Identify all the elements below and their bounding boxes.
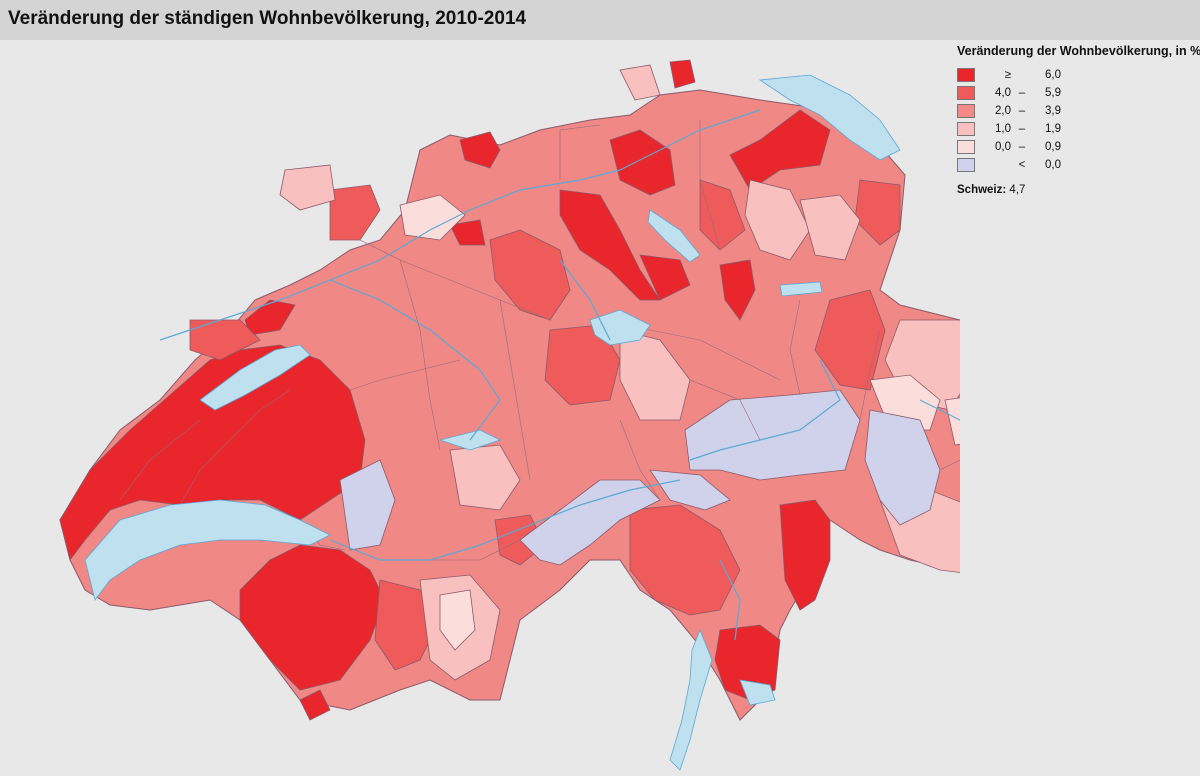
country-value: 4,7 [1009, 184, 1026, 196]
legend-lower: 2,0 [995, 105, 1011, 117]
lake-maggiore [669, 628, 713, 771]
legend-row: <0,0 [957, 156, 1192, 174]
legend: Veränderung der Wohnbevölkerung, in % ≥6… [957, 44, 1200, 196]
legend-separator: – [1018, 105, 1026, 117]
legend-row: 0,0– 0,9 [957, 138, 1192, 156]
river-rhone [329, 479, 681, 561]
legend-lower: 4,0 [995, 87, 1011, 99]
lake-neuchatel [199, 344, 311, 411]
river-ticino [719, 559, 741, 641]
legend-swatch [957, 140, 975, 154]
legend-upper: 1,9 [1045, 123, 1061, 135]
switzerland-map [59, 59, 960, 771]
legend-separator: – [1018, 123, 1026, 135]
legend-row: 2,0– 3,9 [957, 102, 1192, 120]
legend-lower: 0,0 [995, 141, 1011, 153]
legend-row: 1,0– 1,9 [957, 120, 1192, 138]
legend-separator: – [1018, 87, 1026, 99]
river-reuss [559, 259, 611, 341]
rivers [159, 109, 960, 641]
legend-swatch [957, 104, 975, 118]
country-average: Schweiz: 4,7 [957, 184, 1192, 196]
legend-row: ≥6,0 [957, 66, 1192, 84]
legend-row: 4,0– 5,9 [957, 84, 1192, 102]
river-rhine-high [159, 109, 761, 341]
legend-separator: – [1018, 141, 1026, 153]
legend-swatch [957, 122, 975, 136]
lake-constance [758, 74, 901, 161]
lake-walen [779, 281, 823, 297]
river-aare [329, 279, 501, 441]
river-inn [919, 399, 960, 421]
country-label: Schweiz: [957, 184, 1007, 196]
region-class-6plus [59, 59, 831, 721]
legend-swatch [957, 86, 975, 100]
lake-zurich [647, 209, 701, 263]
legend-upper: 6,0 [1045, 69, 1061, 81]
region-class-4-6 [189, 179, 901, 671]
river-rhine-alpine [689, 359, 841, 461]
legend-rows: ≥6,0 4,0–5,9 2,0–3,9 1,0–1,9 0,0–0,9 <0,0 [957, 66, 1192, 174]
title-bar: Veränderung der ständigen Wohnbevölkerun… [0, 0, 1200, 40]
region-class-negative [339, 389, 941, 566]
legend-upper: 0,9 [1045, 141, 1061, 153]
lake-lugano [739, 679, 776, 706]
legend-lower: 1,0 [995, 123, 1011, 135]
legend-upper: 0,0 [1045, 159, 1061, 171]
legend-upper: 3,9 [1045, 105, 1061, 117]
map-title: Veränderung der ständigen Wohnbevölkerun… [8, 8, 527, 29]
lake-lucerne [589, 309, 651, 346]
region-boundaries [119, 120, 960, 561]
legend-swatch [957, 68, 975, 82]
lake-geneva [84, 499, 331, 601]
legend-title: Veränderung der Wohnbevölkerung, in % [957, 44, 1200, 58]
legend-upper: 5,9 [1045, 87, 1061, 99]
legend-separator: < [1018, 159, 1026, 171]
legend-swatch [957, 158, 975, 172]
legend-lower: ≥ [1004, 69, 1011, 81]
